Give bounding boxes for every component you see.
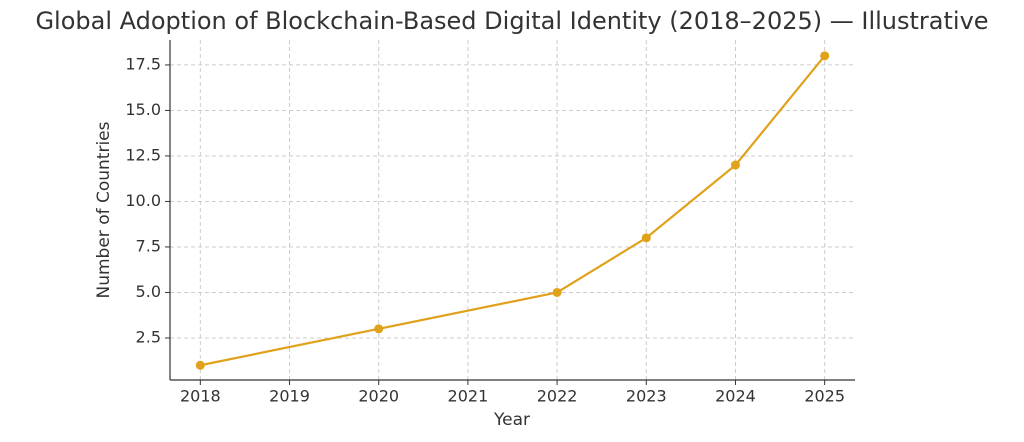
- y-tick-label: 2.5: [136, 327, 161, 346]
- chart-title: Global Adoption of Blockchain-Based Digi…: [35, 7, 988, 35]
- x-tick-label: 2025: [804, 387, 845, 406]
- point: [374, 324, 384, 334]
- point: [195, 360, 205, 370]
- x-tick-label: 2023: [626, 387, 667, 406]
- x-tick-label: 2020: [358, 387, 399, 406]
- x-tick-label: 2019: [269, 387, 310, 406]
- y-tick-label: 10.0: [125, 191, 161, 210]
- y-tick-label: 15.0: [125, 100, 161, 119]
- line: [200, 55, 826, 367]
- point: [641, 233, 651, 243]
- x-tick-label: 2024: [715, 387, 756, 406]
- x-tick-label: 2021: [448, 387, 489, 406]
- x-tick-label: 2018: [180, 387, 221, 406]
- point: [730, 160, 740, 170]
- y-axis-label: Number of Countries: [94, 121, 114, 298]
- x-axis-label: Year: [493, 410, 530, 430]
- y-tick-label: 12.5: [125, 145, 161, 164]
- y-tick-label: 17.5: [125, 54, 161, 73]
- y-tick-label: 7.5: [136, 236, 161, 255]
- y-tick-label: 5.0: [136, 282, 161, 301]
- point: [552, 287, 562, 297]
- point: [820, 51, 830, 61]
- x-tick-label: 2022: [537, 387, 578, 406]
